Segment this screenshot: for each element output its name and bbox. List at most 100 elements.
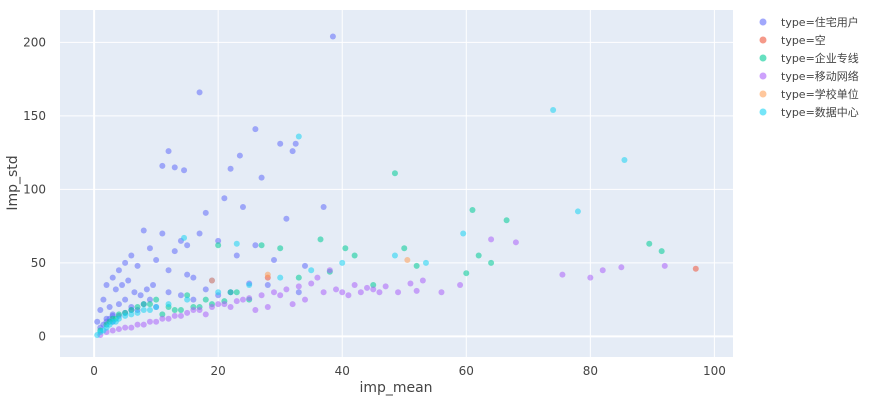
data-point[interactable] [364, 284, 371, 291]
data-point[interactable] [488, 259, 495, 266]
data-point[interactable] [134, 304, 141, 311]
data-point[interactable] [165, 301, 172, 308]
data-point[interactable] [109, 274, 116, 281]
legend-item[interactable]: type=空 [759, 33, 826, 47]
data-point[interactable] [661, 262, 668, 269]
data-point[interactable] [134, 321, 141, 328]
data-point[interactable] [295, 283, 302, 290]
data-point[interactable] [215, 289, 222, 296]
data-point[interactable] [196, 89, 203, 96]
data-point[interactable] [233, 298, 240, 305]
data-point[interactable] [112, 318, 119, 325]
data-point[interactable] [181, 234, 188, 241]
data-point[interactable] [302, 262, 309, 269]
data-point[interactable] [308, 267, 315, 274]
data-point[interactable] [658, 248, 665, 255]
data-point[interactable] [215, 242, 222, 249]
data-point[interactable] [357, 289, 364, 296]
legend-item[interactable]: type=数据中心 [759, 105, 859, 119]
data-point[interactable] [475, 252, 482, 259]
data-point[interactable] [488, 236, 495, 243]
data-point[interactable] [208, 304, 215, 311]
data-point[interactable] [122, 259, 129, 266]
data-point[interactable] [122, 324, 129, 331]
data-point[interactable] [190, 296, 197, 303]
data-point[interactable] [122, 296, 129, 303]
data-point[interactable] [202, 286, 209, 293]
data-point[interactable] [289, 301, 296, 308]
data-point[interactable] [413, 262, 420, 269]
data-point[interactable] [422, 259, 429, 266]
data-point[interactable] [329, 33, 336, 40]
data-point[interactable] [125, 277, 132, 284]
data-point[interactable] [252, 126, 259, 133]
data-point[interactable] [270, 256, 277, 263]
data-point[interactable] [165, 315, 172, 322]
data-point[interactable] [196, 230, 203, 237]
data-point[interactable] [391, 170, 398, 177]
data-point[interactable] [106, 321, 113, 328]
data-point[interactable] [196, 306, 203, 313]
data-point[interactable] [146, 245, 153, 252]
data-point[interactable] [146, 301, 153, 308]
data-point[interactable] [621, 156, 628, 163]
data-point[interactable] [202, 311, 209, 318]
data-point[interactable] [391, 252, 398, 259]
data-point[interactable] [469, 206, 476, 213]
data-point[interactable] [115, 301, 122, 308]
data-point[interactable] [233, 289, 240, 296]
data-point[interactable] [159, 311, 166, 318]
data-point[interactable] [181, 167, 188, 174]
data-point[interactable] [171, 306, 178, 313]
data-point[interactable] [221, 195, 228, 202]
data-point[interactable] [252, 242, 259, 249]
data-point[interactable] [317, 236, 324, 243]
data-point[interactable] [320, 289, 327, 296]
data-point[interactable] [258, 242, 265, 249]
data-point[interactable] [264, 271, 271, 278]
data-point[interactable] [351, 281, 358, 288]
data-point[interactable] [292, 140, 299, 147]
data-point[interactable] [457, 281, 464, 288]
data-point[interactable] [258, 174, 265, 181]
data-point[interactable] [128, 252, 135, 259]
data-point[interactable] [140, 301, 147, 308]
data-point[interactable] [283, 215, 290, 222]
data-point[interactable] [94, 331, 101, 338]
data-point[interactable] [413, 287, 420, 294]
data-point[interactable] [115, 311, 122, 318]
data-point[interactable] [202, 296, 209, 303]
data-point[interactable] [159, 162, 166, 169]
data-point[interactable] [227, 165, 234, 172]
data-point[interactable] [370, 286, 377, 293]
data-point[interactable] [258, 292, 265, 299]
data-point[interactable] [692, 265, 699, 272]
data-point[interactable] [221, 301, 228, 308]
data-point[interactable] [587, 274, 594, 281]
data-point[interactable] [239, 204, 246, 211]
data-point[interactable] [295, 274, 302, 281]
legend-item[interactable]: type=移动网络 [759, 69, 859, 83]
data-point[interactable] [339, 259, 346, 266]
data-point[interactable] [184, 296, 191, 303]
data-point[interactable] [115, 326, 122, 333]
data-point[interactable] [143, 286, 150, 293]
data-point[interactable] [106, 304, 113, 311]
data-point[interactable] [308, 280, 315, 287]
data-point[interactable] [97, 306, 104, 313]
data-point[interactable] [134, 262, 141, 269]
data-point[interactable] [184, 292, 191, 299]
data-point[interactable] [302, 296, 309, 303]
data-point[interactable] [150, 281, 157, 288]
data-point[interactable] [146, 318, 153, 325]
data-point[interactable] [314, 274, 321, 281]
data-point[interactable] [326, 267, 333, 274]
data-point[interactable] [283, 286, 290, 293]
data-point[interactable] [171, 164, 178, 171]
data-point[interactable] [177, 306, 184, 313]
data-point[interactable] [395, 289, 402, 296]
legend-item[interactable]: type=企业专线 [759, 51, 859, 65]
data-point[interactable] [376, 289, 383, 296]
data-point[interactable] [463, 270, 470, 277]
data-point[interactable] [236, 152, 243, 159]
